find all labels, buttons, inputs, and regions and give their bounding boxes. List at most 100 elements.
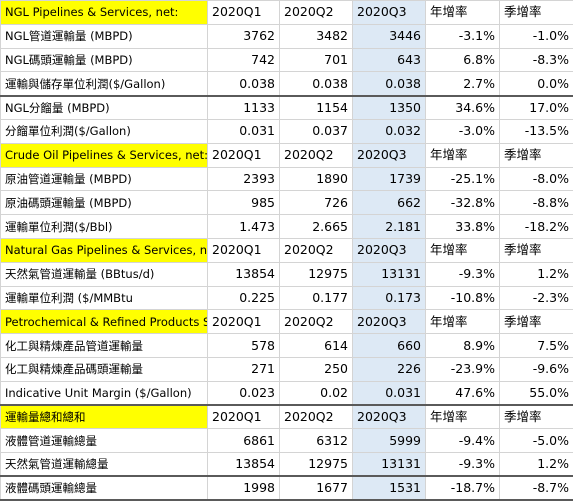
row-label-cell[interactable]: 原油碼頭運輸量 (MBPD) xyxy=(1,191,208,215)
column-header-cell[interactable]: 季增率 xyxy=(500,405,573,429)
value-cell[interactable]: 0.038 xyxy=(280,72,353,96)
value-cell[interactable]: 0.225 xyxy=(208,286,280,310)
column-header-cell[interactable]: 2020Q3 xyxy=(353,1,426,25)
column-header-cell[interactable]: 2020Q1 xyxy=(208,310,280,334)
value-cell[interactable]: 1677 xyxy=(280,476,353,500)
value-cell[interactable]: 13131 xyxy=(353,262,426,286)
value-cell[interactable]: 1133 xyxy=(208,96,280,120)
column-header-cell[interactable]: 季增率 xyxy=(500,310,573,334)
value-cell[interactable]: -9.3% xyxy=(426,453,500,477)
column-header-cell[interactable]: 2020Q1 xyxy=(208,238,280,262)
section-title-cell[interactable]: Natural Gas Pipelines & Services, net xyxy=(1,238,208,262)
value-cell[interactable]: 726 xyxy=(280,191,353,215)
section-title-cell[interactable]: 運輸量總和總和 xyxy=(1,405,208,429)
value-cell[interactable]: 1.473 xyxy=(208,215,280,239)
column-header-cell[interactable]: 年增率 xyxy=(426,143,500,167)
row-label-cell[interactable]: 原油管道運輸量 (MBPD) xyxy=(1,167,208,191)
value-cell[interactable]: 614 xyxy=(280,334,353,358)
section-title-cell[interactable]: Crude Oil Pipelines & Services, net: xyxy=(1,143,208,167)
value-cell[interactable]: -18.2% xyxy=(500,215,573,239)
value-cell[interactable]: 6861 xyxy=(208,429,280,453)
value-cell[interactable]: 3482 xyxy=(280,24,353,48)
value-cell[interactable]: 12975 xyxy=(280,262,353,286)
value-cell[interactable]: 701 xyxy=(280,48,353,72)
value-cell[interactable]: -18.7% xyxy=(426,476,500,500)
value-cell[interactable]: 0.037 xyxy=(280,119,353,143)
row-label-cell[interactable]: 天然氣管道運輸總量 xyxy=(1,453,208,477)
value-cell[interactable]: 6.8% xyxy=(426,48,500,72)
value-cell[interactable]: -32.8% xyxy=(426,191,500,215)
row-label-cell[interactable]: 天然氣管道運輸量 (BBtus/d) xyxy=(1,262,208,286)
value-cell[interactable]: 0.038 xyxy=(353,72,426,96)
row-label-cell[interactable]: 運輸與儲存單位利潤($/Gallon) xyxy=(1,72,208,96)
column-header-cell[interactable]: 2020Q1 xyxy=(208,405,280,429)
value-cell[interactable]: 226 xyxy=(353,357,426,381)
row-label-cell[interactable]: 運輸單位利潤($/Bbl) xyxy=(1,215,208,239)
row-label-cell[interactable]: Indicative Unit Margin ($/Gallon) xyxy=(1,381,208,405)
value-cell[interactable]: 0.02 xyxy=(280,381,353,405)
row-label-cell[interactable]: 運輸單位利潤 ($/MMBtu xyxy=(1,286,208,310)
value-cell[interactable]: -23.9% xyxy=(426,357,500,381)
value-cell[interactable]: 2.665 xyxy=(280,215,353,239)
value-cell[interactable]: 643 xyxy=(353,48,426,72)
value-cell[interactable]: 250 xyxy=(280,357,353,381)
column-header-cell[interactable]: 2020Q1 xyxy=(208,143,280,167)
section-title-cell[interactable]: NGL Pipelines & Services, net: xyxy=(1,1,208,25)
row-label-cell[interactable]: NGL碼頭運輸量 (MBPD) xyxy=(1,48,208,72)
column-header-cell[interactable]: 2020Q2 xyxy=(280,405,353,429)
value-cell[interactable]: 1154 xyxy=(280,96,353,120)
value-cell[interactable]: -8.7% xyxy=(500,476,573,500)
value-cell[interactable]: 8.9% xyxy=(426,334,500,358)
value-cell[interactable]: 13854 xyxy=(208,453,280,477)
value-cell[interactable]: 742 xyxy=(208,48,280,72)
value-cell[interactable]: -5.0% xyxy=(500,429,573,453)
value-cell[interactable]: 985 xyxy=(208,191,280,215)
column-header-cell[interactable]: 季增率 xyxy=(500,238,573,262)
value-cell[interactable]: -9.6% xyxy=(500,357,573,381)
value-cell[interactable]: 1739 xyxy=(353,167,426,191)
value-cell[interactable]: -8.3% xyxy=(500,48,573,72)
value-cell[interactable]: 0.173 xyxy=(353,286,426,310)
value-cell[interactable]: 1.2% xyxy=(500,262,573,286)
value-cell[interactable]: -8.8% xyxy=(500,191,573,215)
column-header-cell[interactable]: 2020Q1 xyxy=(208,1,280,25)
value-cell[interactable]: 1531 xyxy=(353,476,426,500)
value-cell[interactable]: -3.1% xyxy=(426,24,500,48)
value-cell[interactable]: -13.5% xyxy=(500,119,573,143)
column-header-cell[interactable]: 2020Q3 xyxy=(353,310,426,334)
row-label-cell[interactable]: 化工與精煉產品碼頭運輸量 xyxy=(1,357,208,381)
value-cell[interactable]: -1.0% xyxy=(500,24,573,48)
value-cell[interactable]: 33.8% xyxy=(426,215,500,239)
value-cell[interactable]: -9.3% xyxy=(426,262,500,286)
row-label-cell[interactable]: 液體管道運輸總量 xyxy=(1,429,208,453)
value-cell[interactable]: 0.038 xyxy=(208,72,280,96)
column-header-cell[interactable]: 年增率 xyxy=(426,238,500,262)
value-cell[interactable]: 17.0% xyxy=(500,96,573,120)
value-cell[interactable]: 12975 xyxy=(280,453,353,477)
row-label-cell[interactable]: 分餾單位利潤($/Gallon) xyxy=(1,119,208,143)
value-cell[interactable]: -8.0% xyxy=(500,167,573,191)
value-cell[interactable]: 5999 xyxy=(353,429,426,453)
value-cell[interactable]: 0.031 xyxy=(353,381,426,405)
value-cell[interactable]: -25.1% xyxy=(426,167,500,191)
column-header-cell[interactable]: 季增率 xyxy=(500,143,573,167)
column-header-cell[interactable]: 2020Q2 xyxy=(280,1,353,25)
value-cell[interactable]: 271 xyxy=(208,357,280,381)
value-cell[interactable]: 0.032 xyxy=(353,119,426,143)
value-cell[interactable]: 1890 xyxy=(280,167,353,191)
value-cell[interactable]: 3762 xyxy=(208,24,280,48)
value-cell[interactable]: 7.5% xyxy=(500,334,573,358)
value-cell[interactable]: 47.6% xyxy=(426,381,500,405)
column-header-cell[interactable]: 2020Q3 xyxy=(353,143,426,167)
column-header-cell[interactable]: 年增率 xyxy=(426,1,500,25)
column-header-cell[interactable]: 年增率 xyxy=(426,405,500,429)
value-cell[interactable]: 1350 xyxy=(353,96,426,120)
column-header-cell[interactable]: 2020Q3 xyxy=(353,238,426,262)
value-cell[interactable]: 1998 xyxy=(208,476,280,500)
value-cell[interactable]: 13854 xyxy=(208,262,280,286)
column-header-cell[interactable]: 季增率 xyxy=(500,1,573,25)
value-cell[interactable]: -10.8% xyxy=(426,286,500,310)
value-cell[interactable]: 2.7% xyxy=(426,72,500,96)
value-cell[interactable]: -2.3% xyxy=(500,286,573,310)
value-cell[interactable]: 2393 xyxy=(208,167,280,191)
